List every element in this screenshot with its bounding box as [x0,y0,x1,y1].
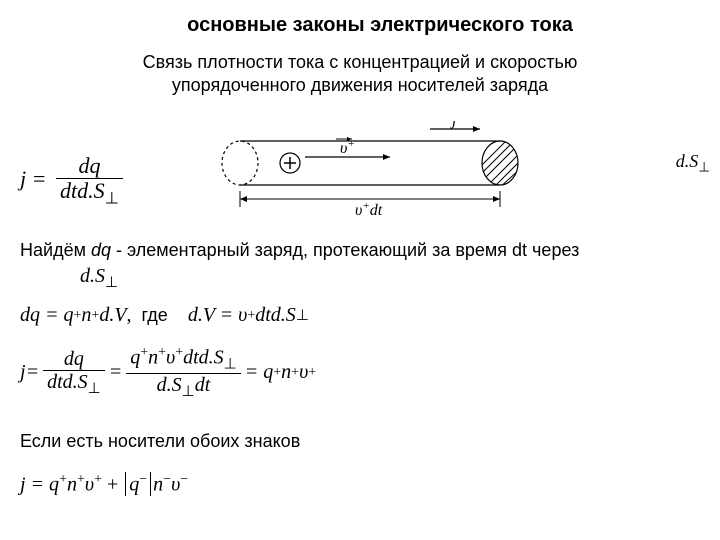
eq4-abs: q− [125,472,151,497]
eq3-frac2: q+n+υ+dtd.S⊥ d.S⊥dt [126,345,241,401]
eq2-s2: + [91,308,99,324]
eq3-s1: + [273,365,281,381]
eq4-s5: − [180,472,188,487]
vdt-v: υ [355,202,362,219]
eq-both-signs: j = q+n+υ+ + q−n−υ− [20,472,700,497]
subtitle-line1: Связь плотности тока с концентрацией и с… [143,52,578,72]
dS-perp: ⊥ [698,160,710,175]
eq4-c: υ [85,473,94,495]
eq3-den2b: dt [195,374,211,396]
eq2-perp: ⊥ [296,306,309,325]
eq2-s1: + [74,308,82,324]
eq3-num2s2: + [158,345,166,360]
eq2-s3: + [247,308,255,324]
eq4-a: j = q [20,473,59,495]
eq4-abs-s: − [139,472,147,487]
eq3-num2b: n [148,347,158,369]
find-post: - элементарный заряд, протекающий за вре… [111,240,579,260]
dS-inline: d.S⊥ [80,265,700,292]
eq3-frac1: dq dtd.S⊥ [43,348,105,398]
eq3-den1: dtd.S⊥ [43,371,105,398]
find-dq-line: Найдём dq - элементарный заряд, протекаю… [20,240,700,261]
cylinder-diagram: j [180,121,700,221]
eq3-den2a: d.S [157,374,182,396]
dS-right-label: d.S⊥ [676,151,710,176]
eq1-num: dq [74,154,104,178]
slide-page: основные законы электрического тока Связ… [0,0,720,540]
eq4-b: n [67,473,77,495]
eq4-s4: − [163,472,171,487]
subtitle: Связь плотности тока с концентрацией и с… [20,51,700,96]
page-title: основные законы электрического тока [60,14,700,37]
eq1-den-perp: ⊥ [105,189,119,208]
eq2-gde: где [142,305,168,326]
eq2-lhs: dq = q [20,304,74,327]
eq3-num2d: dtd.S [183,347,224,369]
eq2-dv: d.V [99,304,126,327]
eq3-n: n [281,361,291,384]
eq3-den2perp: ⊥ [182,384,195,400]
eq4-d: n [153,473,163,495]
eq3-num2c: υ [166,347,175,369]
equation-and-diagram-row: j = dq dtd.S⊥ j [20,116,700,226]
subtitle-line2: упорядоченного движения носителей заряда [172,75,548,95]
v-label: υ [340,140,347,157]
diagram-svg: j [180,121,540,221]
dS-inline-perp: ⊥ [105,275,118,291]
eq4-abs-q: q [129,473,139,495]
eq3-num2: q+n+υ+dtd.S⊥ [126,345,241,373]
eq4-plus: + [102,473,123,495]
svg-text:υ+: υ+ [340,138,355,157]
dS-inline-a: d.S [80,265,105,287]
eq3-eq1: = [26,361,40,384]
eq3-eq2: = [109,361,123,384]
eq2-n: n [81,304,91,327]
eq1-fraction: dq dtd.S⊥ [56,154,123,208]
eq3-eq3: = q [245,361,274,384]
eq3-s2: + [291,365,299,381]
vdt-sup: + [362,200,369,212]
eq3-num2s3: + [175,345,183,360]
eq3-num2perp: ⊥ [224,357,237,373]
eq-j-expanded: j = dq dtd.S⊥ = q+n+υ+dtd.S⊥ d.S⊥dt = q+… [20,345,700,401]
eq1-eq: = [26,166,52,191]
both-signs-line: Если есть носители обоих знаков [20,431,700,452]
vdt-rest: dt [370,202,383,219]
eq4-s1: + [59,472,67,487]
eq1-den: dtd.S⊥ [56,179,123,208]
eq2-comma: , [127,304,132,327]
eq1-den-a: dtd.S [60,178,105,203]
eq3-num2s1: + [140,345,148,360]
dS-a: d.S [676,151,699,171]
eq2-rhs-r: dtd.S [255,304,296,327]
eq3-v: υ [299,361,308,384]
svg-text:υ+dt: υ+dt [355,200,383,219]
j-label: j [450,121,457,129]
find-pre: Найдём [20,240,91,260]
eq3-den1a: dtd.S [47,371,88,393]
eq2-rhs-l: d.V = υ [188,304,248,327]
eq4-e: υ [171,473,180,495]
eq-j-definition: j = dq dtd.S⊥ [20,154,180,208]
eq3-perp1: ⊥ [88,381,101,397]
eq3-num1: dq [60,348,88,370]
eq-dq: dq = q+n+d.V, где d.V = υ+dtd.S⊥ [20,304,700,327]
find-dq: dq [91,240,111,260]
eq3-num2a: q [130,347,140,369]
eq4-s3: + [94,472,102,487]
eq4-s2: + [77,472,85,487]
eq3-s3: + [308,365,316,381]
eq3-den2: d.S⊥dt [153,374,215,401]
